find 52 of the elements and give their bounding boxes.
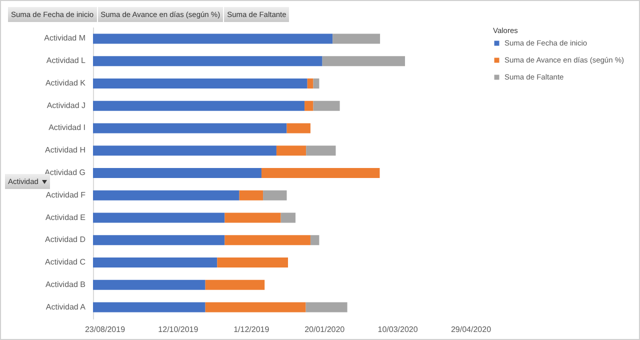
bar — [224, 235, 310, 246]
text: 29/04/2020 — [450, 325, 492, 334]
bar — [224, 212, 281, 223]
bar — [93, 168, 262, 178]
bar — [263, 190, 287, 200]
bar — [306, 302, 348, 312]
y-tick-label: Actividad L — [46, 56, 86, 66]
bar — [93, 78, 308, 89]
y-tick-label: Actividad F — [46, 190, 86, 200]
bar — [93, 123, 287, 134]
bar — [93, 212, 225, 223]
bar — [261, 168, 380, 178]
bar — [322, 56, 405, 66]
bar — [205, 280, 265, 290]
y-tick-label: Actividad A — [46, 302, 86, 312]
bar — [217, 257, 288, 268]
bar — [310, 235, 320, 246]
bar — [306, 146, 336, 156]
bar — [93, 235, 225, 246]
bar — [332, 34, 380, 44]
bar — [286, 123, 310, 134]
y-tick-label: Actividad M — [44, 34, 86, 43]
text: 20/01/2020 — [304, 325, 345, 334]
y-tick-label: Actividad I — [48, 123, 86, 132]
text: 10/03/2020 — [378, 325, 418, 334]
y-tick-label: Actividad D — [45, 235, 86, 244]
y-tick-label: Actividad J — [46, 100, 86, 110]
bar — [307, 78, 314, 89]
bar — [304, 100, 314, 111]
bar — [93, 280, 206, 290]
bar — [93, 257, 218, 268]
bar — [93, 34, 333, 44]
bar — [93, 56, 322, 66]
y-tick-label: Actividad G — [44, 168, 86, 177]
bar — [313, 100, 340, 111]
bar — [280, 212, 296, 223]
bar — [93, 302, 206, 312]
text: 12/10/2019 — [158, 325, 198, 334]
y-tick-label: Actividad K — [45, 78, 86, 88]
text: 1/12/2019 — [234, 325, 270, 334]
bar — [313, 78, 320, 89]
text: 23/08/2019 — [84, 325, 126, 334]
bar — [239, 190, 264, 200]
bar — [93, 190, 240, 200]
y-tick-label: Actividad H — [45, 146, 86, 155]
y-tick-label: Actividad B — [45, 280, 86, 289]
y-tick-label: Actividad E — [45, 212, 86, 222]
bar — [276, 146, 306, 156]
bar — [93, 146, 276, 156]
bar — [93, 100, 305, 111]
bar — [205, 302, 306, 312]
y-tick-label: Actividad C — [45, 258, 86, 266]
